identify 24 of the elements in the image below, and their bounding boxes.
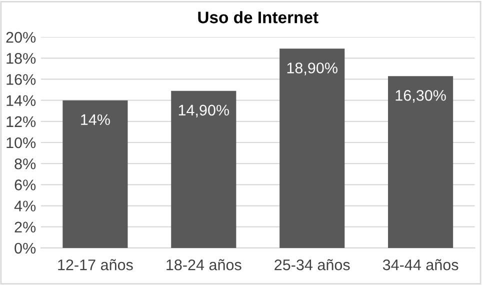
- data-label: 14%: [81, 114, 110, 126]
- y-tick-label: 18%: [6, 53, 36, 64]
- x-tick-label: 34-44 años: [382, 259, 458, 270]
- bar: [280, 48, 345, 248]
- data-label: 14,90%: [178, 104, 230, 118]
- y-tick-label: 14%: [6, 95, 36, 106]
- x-tick-label: 12-17 años: [58, 259, 133, 270]
- bar: [171, 90, 236, 248]
- x-tick-label: 18-24 años: [166, 259, 242, 270]
- y-tick-label: 6%: [14, 180, 36, 190]
- y-tick-label: 12%: [6, 116, 36, 128]
- y-tick-label: 2%: [14, 222, 36, 232]
- y-tick-label: 0%: [14, 242, 36, 254]
- data-label: 18,90%: [287, 62, 338, 76]
- y-tick-label: 8%: [14, 158, 36, 170]
- bar: [62, 100, 128, 248]
- x-tick-label: 25-34 años: [274, 259, 350, 270]
- data-label: 16,30%: [396, 90, 446, 103]
- y-tick-label: 4%: [14, 200, 36, 212]
- y-tick-label: 10%: [6, 137, 36, 148]
- chart-title: Uso de Internet: [198, 11, 318, 24]
- y-tick-label: 20%: [6, 32, 36, 43]
- y-tick-label: 16%: [6, 74, 36, 85]
- bar: [388, 76, 454, 248]
